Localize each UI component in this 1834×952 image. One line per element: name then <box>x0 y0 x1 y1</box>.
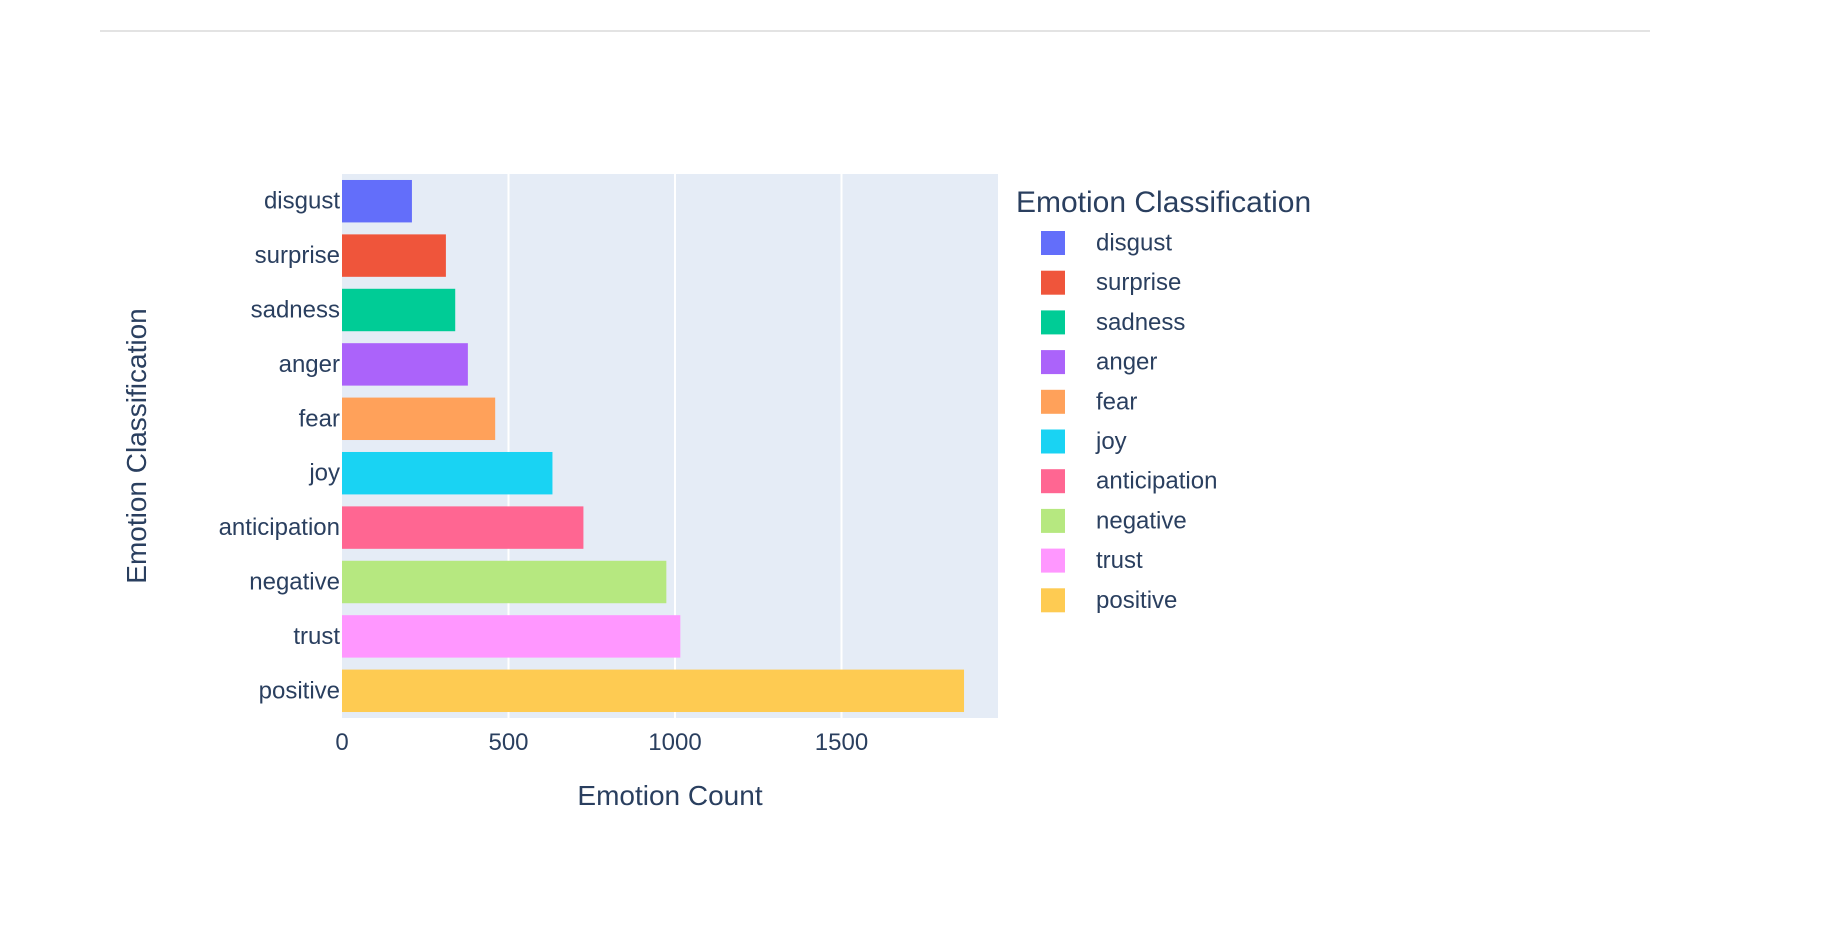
top-divider <box>100 30 1650 32</box>
bar-disgust <box>342 179 412 223</box>
y-tick-label: anticipation <box>219 514 340 541</box>
bar-surprise <box>342 234 446 277</box>
legend: Emotion Classification disgust surprise sa… <box>1016 186 1311 614</box>
bars <box>342 179 965 713</box>
x-tick-label: 1500 <box>815 729 868 756</box>
legend-label: joy <box>1095 428 1127 455</box>
legend-swatch <box>1041 588 1065 613</box>
x-tick-label: 0 <box>335 729 348 756</box>
legend-swatch <box>1041 389 1065 414</box>
legend-item-positive[interactable]: positive <box>1041 587 1177 614</box>
x-tick-label: 500 <box>488 729 528 756</box>
legend-swatch <box>1041 508 1065 533</box>
legend-label: sadness <box>1096 309 1185 336</box>
y-tick-label: surprise <box>255 242 340 269</box>
legend-label: anger <box>1096 349 1157 376</box>
bar-positive <box>342 669 965 713</box>
y-tick-label: positive <box>259 677 340 704</box>
legend-swatch <box>1041 548 1065 573</box>
bar-trust <box>342 615 681 658</box>
bar-sadness <box>342 288 456 332</box>
y-tick-labels: disgust surprise sadness anger fear joy antici… <box>219 188 341 705</box>
legend-item-joy[interactable]: joy <box>1041 428 1127 455</box>
y-tick-label: disgust <box>264 188 340 215</box>
legend-item-anger[interactable]: anger <box>1041 349 1157 376</box>
legend-item-surprise[interactable]: surprise <box>1041 269 1181 296</box>
y-tick-label: fear <box>299 405 340 432</box>
legend-label: positive <box>1096 587 1177 614</box>
legend-label: disgust <box>1096 230 1172 257</box>
legend-swatch <box>1041 469 1065 494</box>
y-tick-label: anger <box>279 351 340 378</box>
legend-label: negative <box>1096 507 1187 534</box>
legend-item-trust[interactable]: trust <box>1041 547 1143 574</box>
legend-item-sadness[interactable]: sadness <box>1041 309 1185 336</box>
y-tick-label: joy <box>308 460 340 487</box>
x-tick-label: 1000 <box>648 729 701 756</box>
legend-swatch <box>1041 270 1065 295</box>
y-axis-title: Emotion Classification <box>121 308 152 583</box>
x-tick-labels: 0 500 1000 1500 <box>335 729 868 756</box>
bar-anticipation <box>342 506 584 549</box>
legend-title: Emotion Classification <box>1016 186 1311 219</box>
x-axis-title: Emotion Count <box>577 780 762 811</box>
bar-fear <box>342 397 496 441</box>
legend-item-fear[interactable]: fear <box>1041 388 1137 415</box>
legend-label: surprise <box>1096 269 1181 296</box>
legend-swatch <box>1041 350 1065 375</box>
y-tick-label: negative <box>249 569 340 596</box>
legend-swatch <box>1041 310 1065 335</box>
legend-label: fear <box>1096 388 1137 415</box>
legend-swatch <box>1041 231 1065 255</box>
bar-anger <box>342 343 468 386</box>
legend-item-disgust[interactable]: disgust <box>1041 230 1172 257</box>
legend-item-anticipation[interactable]: anticipation <box>1041 468 1217 495</box>
bar-joy <box>342 451 553 495</box>
legend-label: trust <box>1096 547 1143 574</box>
y-tick-label: sadness <box>251 297 340 324</box>
bar-negative <box>342 560 667 604</box>
legend-label: anticipation <box>1096 468 1217 495</box>
legend-item-negative[interactable]: negative <box>1041 507 1187 534</box>
y-tick-label: trust <box>293 623 340 650</box>
legend-swatch <box>1041 429 1065 454</box>
